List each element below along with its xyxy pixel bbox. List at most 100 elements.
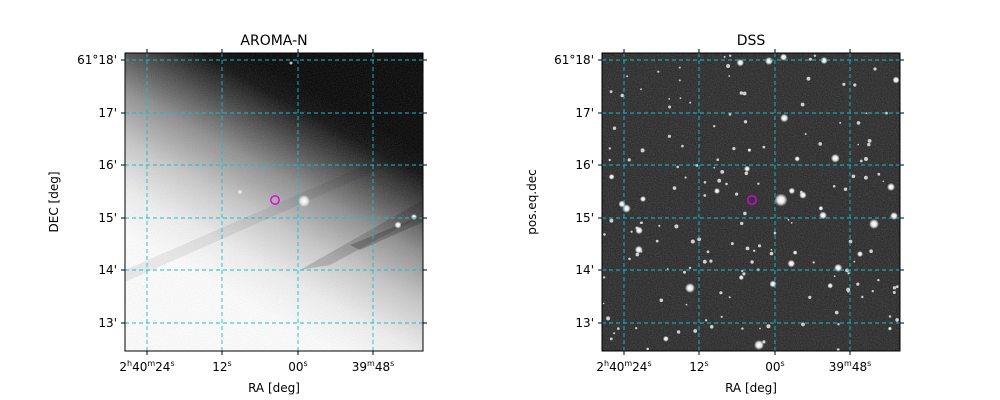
- star: [885, 111, 888, 115]
- star: [762, 145, 766, 149]
- star: [846, 287, 851, 292]
- star: [613, 332, 616, 335]
- star: [725, 182, 728, 186]
- star: [832, 185, 836, 188]
- star: [740, 221, 744, 226]
- star: [766, 324, 771, 329]
- star: [735, 192, 739, 196]
- star: [820, 56, 828, 65]
- star: [877, 278, 880, 282]
- star: [747, 148, 752, 153]
- star: [609, 218, 614, 223]
- dss-grid: [602, 53, 900, 351]
- star: [658, 224, 661, 227]
- target-marker: [270, 195, 280, 205]
- star: [792, 250, 798, 255]
- x-tick-label: 00s: [765, 359, 784, 374]
- star: [812, 261, 815, 264]
- dss-image: [602, 53, 900, 351]
- star: [668, 105, 672, 109]
- star: [808, 295, 812, 299]
- aroma-n-image: [125, 53, 423, 351]
- star: [787, 218, 790, 221]
- star: [630, 230, 633, 233]
- star: [678, 66, 681, 69]
- star: [801, 322, 805, 327]
- star: [794, 156, 800, 162]
- star: [640, 148, 645, 153]
- star: [871, 290, 874, 293]
- x-tick-label: 39m48s: [829, 359, 872, 374]
- star: [847, 290, 850, 293]
- star: [741, 327, 744, 330]
- star: [819, 211, 827, 220]
- star: [864, 157, 868, 161]
- x-tick-label: 00s: [288, 359, 307, 374]
- star: [739, 91, 744, 95]
- star: [744, 165, 751, 172]
- star: [609, 90, 613, 94]
- star: [843, 187, 848, 191]
- star: [856, 121, 861, 125]
- dss-ticks: [598, 49, 904, 355]
- star: [602, 276, 606, 279]
- y-tick-labels: 61°18' 17' 16' 15' 14' 13': [77, 53, 117, 330]
- star: [612, 126, 617, 130]
- star: [877, 172, 881, 176]
- star: [690, 239, 695, 244]
- star: [627, 158, 631, 162]
- bright-star: [754, 340, 764, 350]
- star: [837, 323, 840, 326]
- star: [864, 175, 868, 180]
- star: [609, 337, 613, 341]
- star: [603, 233, 606, 236]
- star: [606, 316, 611, 321]
- star: [729, 54, 732, 57]
- star: [895, 285, 899, 288]
- star: [839, 121, 842, 124]
- bright-star: [714, 188, 720, 194]
- y-tick-label: 17': [98, 106, 117, 120]
- star: [646, 347, 649, 351]
- star: [730, 242, 734, 246]
- star: [688, 266, 692, 270]
- star: [726, 64, 731, 68]
- star: [757, 244, 762, 248]
- star: [738, 274, 744, 281]
- star: [704, 319, 708, 322]
- star: [744, 171, 749, 176]
- y-tick-label: 14': [98, 263, 117, 277]
- star: [678, 79, 681, 82]
- star: [732, 147, 736, 151]
- y-tick-label: 13': [98, 316, 117, 330]
- star: [703, 181, 707, 184]
- y-tick-label: 17': [575, 106, 594, 120]
- star: [679, 97, 682, 100]
- star: [834, 263, 843, 272]
- aroma-n-grid: [125, 53, 423, 351]
- star: [608, 147, 611, 150]
- star: [663, 335, 669, 342]
- star: [720, 315, 723, 318]
- star: [867, 139, 872, 143]
- star: [851, 174, 856, 179]
- star: [666, 268, 669, 270]
- star: [892, 286, 897, 290]
- star: [769, 251, 774, 256]
- star: [635, 226, 643, 235]
- x-tick-label: 12s: [212, 359, 231, 374]
- star: [743, 211, 747, 216]
- star: [790, 222, 793, 224]
- star: [626, 75, 629, 78]
- star: [728, 75, 731, 77]
- star: [657, 70, 660, 73]
- star: [799, 190, 803, 194]
- star: [709, 325, 714, 329]
- bright-star: [774, 193, 788, 207]
- star: [713, 125, 716, 128]
- star: [681, 144, 684, 148]
- star: [620, 93, 625, 98]
- y-tick-label: 16': [575, 158, 594, 172]
- bright-star: [685, 283, 695, 293]
- y-axis-label: pos.eq.dec: [525, 169, 539, 234]
